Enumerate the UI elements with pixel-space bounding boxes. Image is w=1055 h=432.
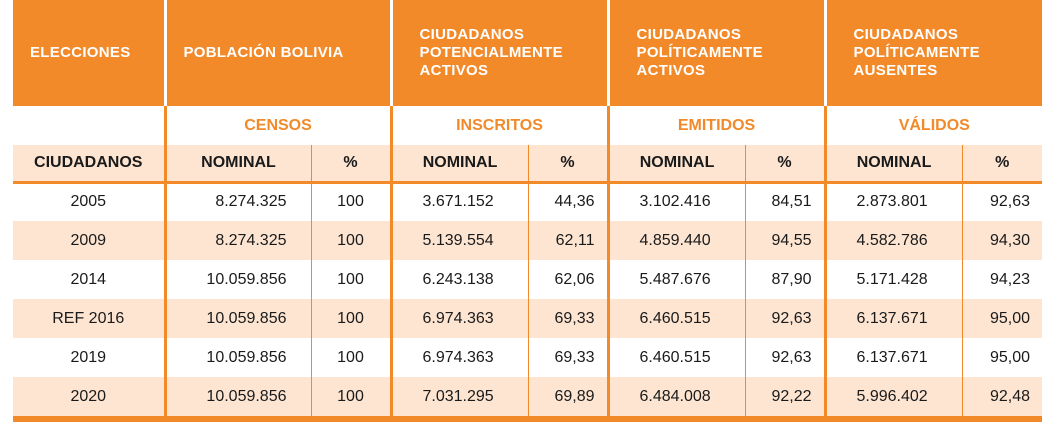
subheader-row: CENSOS INSCRITOS EMITIDOS VÁLIDOS (13, 106, 1042, 145)
header-line: CIUDADANOS (853, 26, 959, 43)
cell-censos-pct: 100 (311, 299, 393, 338)
cell-emitidos-nominal: 6.460.515 (608, 299, 746, 338)
cell-validos-pct: 94,23 (989, 270, 1031, 288)
cell-inscritos-nominal: 6.974.363 (391, 299, 529, 338)
header-line: AUSENTES (853, 62, 938, 79)
header-line: ACTIVOS (636, 62, 706, 79)
cell-validos-nominal: 5.171.428 (825, 260, 963, 299)
cell-validos-nominal: 6.137.671 (825, 299, 963, 338)
cell-emitidos-nominal: 5.487.676 (608, 260, 746, 299)
col-emitidos-pct: % (745, 145, 827, 184)
cell-inscritos-nominal: 6.974.363 (391, 338, 529, 377)
header-elecciones: ELECCIONES (13, 0, 167, 106)
cell-emitidos-nominal: 6.484.008 (608, 377, 746, 416)
col-inscritos-nominal: NOMINAL (391, 145, 529, 184)
header-row: ELECCIONES POBLACIÓN BOLIVIA CIUDADANOS … (13, 0, 1043, 106)
cell-emitidos-pct: 92,22 (745, 377, 827, 416)
cell-validos-pct: 92,48 (962, 377, 1043, 416)
cell-inscritos-pct: 44,36 (528, 182, 610, 221)
header-politicamente-activos: CIUDADANOS POLÍTICAMENTE ACTIVOS (608, 0, 827, 106)
subheader-validos: VÁLIDOS (898, 116, 970, 134)
cell-censos-pct: 100 (311, 377, 393, 416)
cell-validos-pct: 92,63 (989, 193, 1031, 211)
cell-censos-nominal: 8.274.325 (165, 182, 312, 221)
cell-emitidos-nominal: 3.102.416 (608, 182, 746, 221)
subheader-inscritos: INSCRITOS (391, 106, 610, 145)
cell-censos-pct: 100 (311, 338, 393, 377)
cell-emitidos-nominal: 4.859.440 (608, 221, 746, 260)
cell-inscritos-pct: 62,11 (528, 221, 610, 260)
header-line: POLÍTICAMENTE (636, 44, 763, 61)
col-emitidos-nominal: NOMINAL (608, 145, 746, 184)
cell-inscritos-pct: 69,89 (528, 377, 610, 416)
cell-censos-nominal: 10.059.856 (165, 338, 312, 377)
cell-inscritos-pct: 69,33 (528, 299, 610, 338)
col-validos-pct: % (962, 145, 1043, 184)
cell-year: REF 2016 (13, 299, 167, 338)
table-row: 2019 10.059.856 100 6.974.363 69,33 6.46… (13, 338, 1042, 377)
cell-year: 2014 (13, 260, 167, 299)
col-validos-nominal: NOMINAL (825, 145, 963, 184)
subheader-censos: CENSOS (165, 106, 393, 145)
table-row: 2020 10.059.856 100 7.031.295 69,89 6.48… (13, 377, 1043, 416)
header-potencialmente-activos: CIUDADANOS POTENCIALMENTE ACTIVOS (391, 0, 610, 106)
header-line: CIUDADANOS (636, 26, 742, 43)
header-poblacion: POBLACIÓN BOLIVIA (165, 0, 393, 106)
cell-emitidos-pct: 94,55 (745, 221, 827, 260)
cell-validos-nominal: 2.873.801 (825, 182, 963, 221)
table-body: 2005 8.274.325 100 3.671.152 44,36 3.102… (13, 182, 1043, 416)
cell-inscritos-nominal: 6.243.138 (391, 260, 529, 299)
cell-year: 2009 (13, 221, 167, 260)
cell-emitidos-pct: 92,63 (745, 338, 827, 377)
elections-table: ELECCIONES POBLACIÓN BOLIVIA CIUDADANOS … (13, 0, 1043, 416)
cell-censos-nominal: 8.274.325 (165, 221, 312, 260)
table-row: 2005 8.274.325 100 3.671.152 44,36 3.102… (13, 182, 1042, 221)
header-line: POTENCIALMENTE (419, 44, 563, 61)
cell-emitidos-nominal: 6.460.515 (608, 338, 746, 377)
table-row: 2009 8.274.325 100 5.139.554 62,11 4.859… (13, 221, 1043, 260)
header-politicamente-ausentes: CIUDADANOS POLÍTICAMENTE AUSENTES (825, 0, 1043, 106)
cell-censos-pct: 100 (311, 221, 393, 260)
cell-censos-nominal: 10.059.856 (165, 377, 312, 416)
col-censos-pct: % (311, 145, 393, 184)
cell-censos-pct: 100 (311, 260, 393, 299)
col-censos-nominal: NOMINAL (165, 145, 312, 184)
col-inscritos-pct: % (528, 145, 610, 184)
cell-emitidos-pct: 87,90 (745, 260, 827, 299)
cell-inscritos-nominal: 7.031.295 (391, 377, 529, 416)
header-line: ACTIVOS (419, 62, 489, 79)
cell-year: 2005 (13, 182, 167, 221)
cell-validos-pct: 94,30 (962, 221, 1043, 260)
cell-inscritos-pct: 62,06 (528, 260, 610, 299)
cell-censos-nominal: 10.059.856 (165, 299, 312, 338)
cell-censos-pct: 100 (311, 182, 393, 221)
cell-emitidos-pct: 92,63 (745, 299, 827, 338)
cell-year: 2020 (13, 377, 167, 416)
cell-validos-pct: 95,00 (962, 299, 1043, 338)
header-line: CIUDADANOS (419, 26, 525, 43)
cell-validos-nominal: 6.137.671 (825, 338, 963, 377)
cell-inscritos-nominal: 5.139.554 (391, 221, 529, 260)
table-row: REF 2016 10.059.856 100 6.974.363 69,33 … (13, 299, 1043, 338)
cell-inscritos-nominal: 3.671.152 (391, 182, 529, 221)
cell-censos-nominal: 10.059.856 (165, 260, 312, 299)
cell-validos-nominal: 4.582.786 (825, 221, 963, 260)
cell-emitidos-pct: 84,51 (745, 182, 827, 221)
bottom-border-bar (13, 416, 1042, 422)
col-ciudadanos: CIUDADANOS (13, 145, 167, 184)
cell-year: 2019 (13, 338, 167, 377)
subheader-empty (13, 106, 167, 145)
header-line: POLÍTICAMENTE (853, 44, 980, 61)
table-row: 2014 10.059.856 100 6.243.138 62,06 5.48… (13, 260, 1042, 299)
cell-inscritos-pct: 69,33 (528, 338, 610, 377)
column-header-row: CIUDADANOS NOMINAL % NOMINAL % NOMINAL %… (13, 145, 1043, 184)
subheader-emitidos: EMITIDOS (608, 106, 827, 145)
cell-validos-nominal: 5.996.402 (825, 377, 963, 416)
cell-validos-pct: 95,00 (989, 348, 1031, 366)
